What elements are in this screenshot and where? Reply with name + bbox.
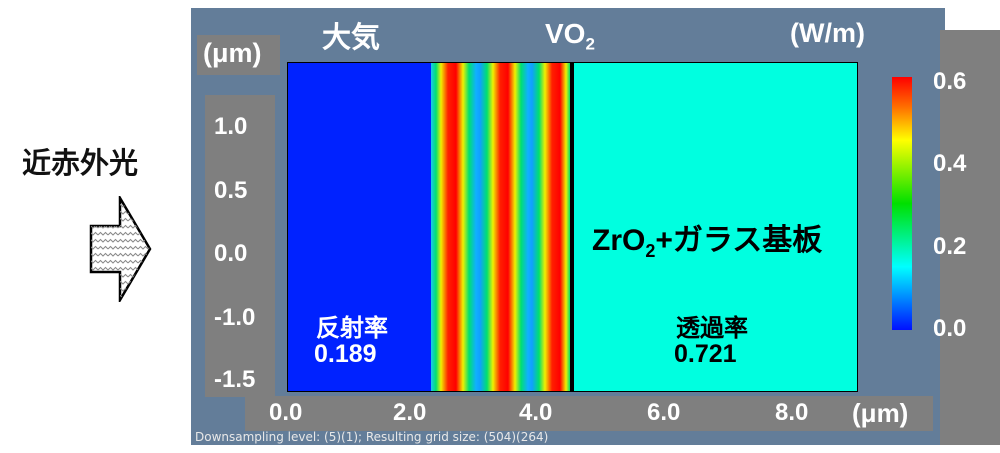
- y-tick: -1.0: [214, 304, 256, 331]
- x-axis-unit: (μm): [852, 398, 909, 428]
- y-tick: -1.5: [214, 366, 256, 393]
- air-label: 大気: [322, 22, 381, 54]
- transmittance-label: 透過率: [676, 314, 748, 342]
- transmittance-value: 0.721: [674, 340, 737, 368]
- colorbar-tick: 0.2: [933, 233, 967, 260]
- colorbar-unit: (W/m): [790, 18, 865, 48]
- vo2-text: VO: [545, 18, 586, 49]
- vo2-subscript: 2: [585, 34, 595, 54]
- x-tick: 8.0: [775, 399, 809, 426]
- arrow-icon: [89, 196, 152, 302]
- y-tick: 1.0: [214, 113, 248, 140]
- colorbar: [892, 77, 912, 330]
- x-axis-box: [245, 396, 850, 431]
- colorbar-tick: 0.0: [933, 315, 967, 342]
- substrate-text-rest: +ガラス基板: [655, 224, 823, 257]
- y-unit-box: [197, 35, 280, 75]
- incident-light-label: 近赤外光: [22, 146, 139, 180]
- x-tick: 4.0: [519, 399, 553, 426]
- y-tick: 0.5: [214, 177, 248, 204]
- colorbar-tick: 0.4: [933, 150, 967, 177]
- footer-caption: Downsampling level: (5)(1); Resulting gr…: [195, 430, 549, 444]
- reflectance-label: 反射率: [316, 315, 388, 342]
- x-tick: 6.0: [647, 399, 681, 426]
- reflectance-value: 0.189: [314, 340, 377, 368]
- vo2-label: VO2: [545, 18, 595, 55]
- y-axis-box: [205, 95, 275, 397]
- x-unit-box: [848, 396, 933, 431]
- substrate-text: ZrO: [592, 224, 646, 257]
- x-tick: 2.0: [393, 399, 427, 426]
- x-tick: 0.0: [269, 399, 303, 426]
- field-plot: [287, 62, 858, 392]
- y-tick: 0.0: [214, 240, 248, 267]
- y-axis-unit: (μm): [203, 38, 262, 68]
- colorbar-label-area: [940, 30, 1000, 445]
- colorbar-tick: 0.6: [933, 68, 967, 95]
- substrate-label: ZrO2+ガラス基板: [592, 215, 822, 262]
- substrate-subscript: 2: [645, 241, 656, 261]
